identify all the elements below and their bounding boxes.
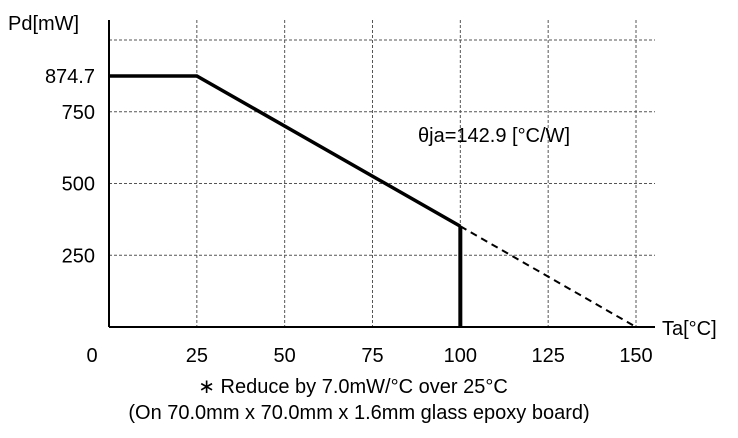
x-tick-label: 125 [531,345,564,367]
y-axis-label: Pd[mW] [8,13,79,35]
axes [108,20,655,328]
x-tick-label: 150 [619,345,652,367]
series-lines [109,74,637,328]
series-line-solid [109,74,462,228]
board-note: (On 70.0mm x 70.0mm x 1.6mm glass epoxy … [128,402,590,424]
y-tick-label: 750 [62,102,95,124]
series-line-dashed [459,225,637,328]
derating-note: ∗ Reduce by 7.0mW/°C over 25°C [198,376,508,398]
y-tick-label: 874.7 [45,66,95,88]
x-axis-label: Ta[°C] [662,318,717,340]
grid-lines [109,20,655,327]
y-tick-label: 250 [62,245,95,267]
x-tick-label: 0 [86,345,97,367]
tick-labels: 0 25 50 75 100 125 150 874.7 750 500 250 [45,66,653,367]
x-tick-label: 50 [274,345,296,367]
thermal-resistance-annotation: θja=142.9 [°C/W] [418,125,570,147]
x-tick-label: 75 [361,345,383,367]
x-tick-label: 100 [444,345,477,367]
y-tick-label: 500 [62,174,95,196]
x-tick-label: 25 [186,345,208,367]
